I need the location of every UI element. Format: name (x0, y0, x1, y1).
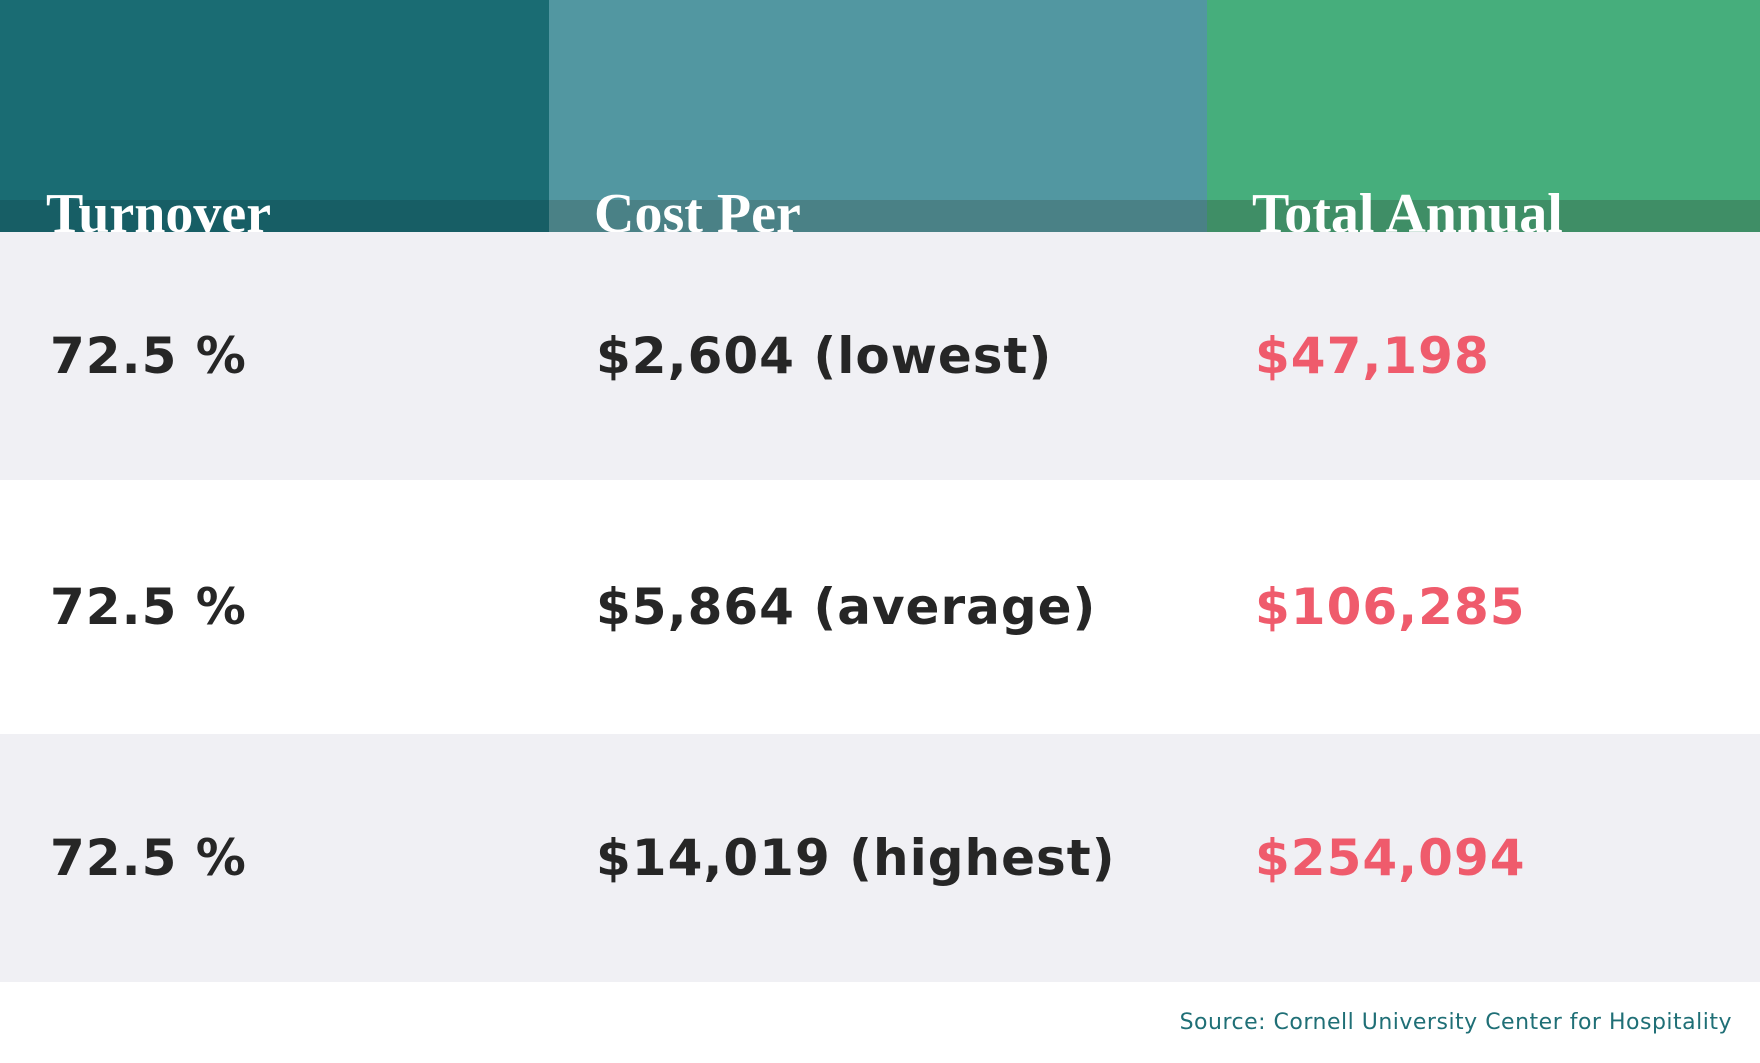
table-header: Turnover Rate Cost Per Churned Employee … (0, 0, 1760, 313)
table-row: 72.5 % $2,604 (lowest) $47,198 (0, 232, 1760, 480)
header-turnover-rate: Turnover Rate (0, 0, 549, 313)
source-note: Source: Cornell University Center for Ho… (1179, 1010, 1732, 1035)
table-row: 72.5 % $5,864 (average) $106,285 (0, 480, 1760, 734)
cell-turnover-rate: 72.5 % (50, 327, 247, 385)
cell-total-annual-cost: $254,094 (1255, 829, 1526, 887)
turnover-cost-table: Turnover Rate Cost Per Churned Employee … (0, 0, 1760, 982)
cell-turnover-rate: 72.5 % (50, 829, 247, 887)
header-band (1207, 200, 1760, 232)
cell-turnover-rate: 72.5 % (50, 578, 247, 636)
header-total-annual-cost: Total Annual Cost (1207, 0, 1760, 313)
header-band (0, 200, 549, 232)
cell-total-annual-cost: $106,285 (1255, 578, 1526, 636)
header-band (549, 200, 1207, 232)
cell-cost-per-employee: $14,019 (highest) (596, 829, 1116, 887)
table-row: 72.5 % $14,019 (highest) $254,094 (0, 734, 1760, 982)
cell-total-annual-cost: $47,198 (1255, 327, 1490, 385)
cell-cost-per-employee: $2,604 (lowest) (596, 327, 1053, 385)
header-cost-per-churned-employee: Cost Per Churned Employee (549, 0, 1207, 313)
cell-cost-per-employee: $5,864 (average) (596, 578, 1097, 636)
